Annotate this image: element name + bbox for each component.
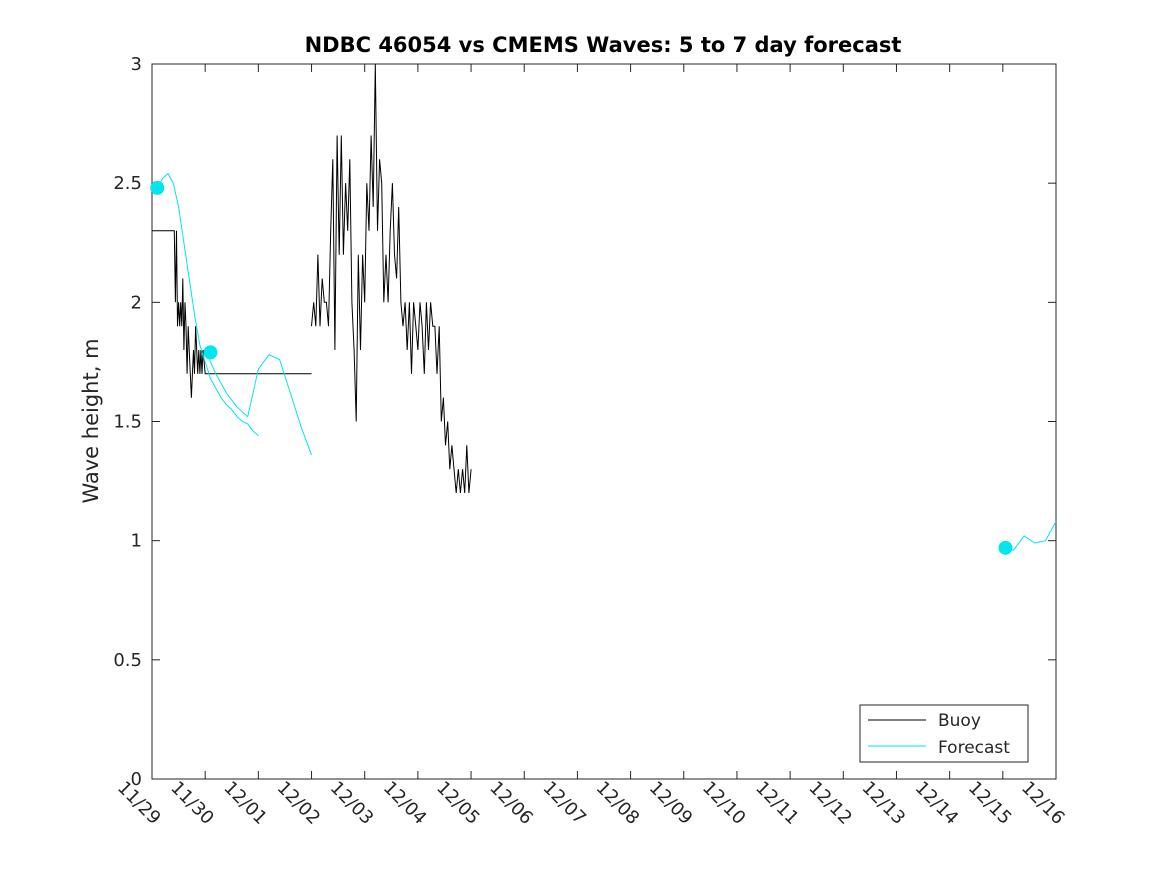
forecast-marker bbox=[150, 180, 165, 195]
y-tick-label: 1.5 bbox=[113, 412, 142, 433]
y-axis: 0 0.5 1 1.5 2 2.5 3 bbox=[113, 54, 1056, 790]
y-axis-label: Wave height, m bbox=[79, 338, 103, 503]
buoy-series-line bbox=[152, 230, 312, 398]
legend-forecast-label: Forecast bbox=[938, 738, 1010, 758]
plot-series bbox=[150, 63, 1057, 555]
y-tick-label: 0 bbox=[131, 769, 142, 790]
y-tick-label: 3 bbox=[131, 54, 142, 75]
chart-title: NDBC 46054 vs CMEMS Waves: 5 to 7 day fo… bbox=[305, 33, 902, 57]
legend: Buoy Forecast bbox=[859, 704, 1029, 763]
forecast-marker bbox=[203, 345, 218, 360]
forecast-marker bbox=[998, 540, 1013, 555]
y-tick-label: 0.5 bbox=[113, 650, 142, 671]
y-tick-label: 2 bbox=[131, 292, 142, 313]
legend-box bbox=[859, 704, 1029, 763]
legend-buoy-label: Buoy bbox=[938, 711, 981, 731]
buoy-series-line bbox=[311, 63, 472, 494]
forecast-series-line bbox=[204, 349, 312, 456]
plot-area bbox=[151, 63, 1057, 780]
forecast-series-line bbox=[156, 172, 259, 437]
y-tick-label: 1 bbox=[131, 531, 142, 552]
y-tick-label: 2.5 bbox=[113, 173, 142, 194]
